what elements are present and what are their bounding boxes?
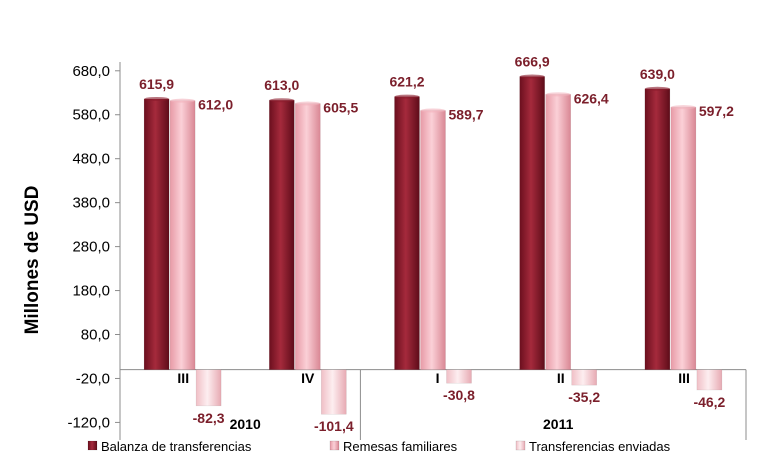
year-label: 2010	[230, 416, 261, 432]
bar-2-4	[545, 94, 571, 370]
year-labels: 2010 2011	[230, 416, 574, 432]
data-label: 597,2	[699, 103, 734, 119]
y-tick-label: 280,0	[72, 239, 110, 256]
bar-1-1	[143, 98, 170, 370]
y-tick-label: 680,0	[72, 63, 110, 80]
bar-2-2	[295, 103, 321, 370]
category-labels: III IV I II III	[177, 370, 689, 386]
bar-cap	[670, 105, 696, 110]
y-tick-label: 380,0	[72, 195, 110, 212]
bar-3-3	[446, 369, 472, 384]
legend-swatch	[515, 440, 526, 451]
bars	[143, 74, 723, 415]
y-tick-label: -120,0	[67, 414, 110, 431]
legend-label: Transferencias enviadas	[529, 439, 671, 454]
bar-cap	[519, 74, 545, 79]
category-label: I	[436, 370, 440, 386]
data-label: -101,4	[314, 418, 354, 434]
bar-cap	[420, 108, 446, 113]
data-labels: 615,9 612,0 -82,3 613,0 605,5 -101,4 621,2 589,…	[139, 54, 734, 435]
bar-cap	[144, 96, 170, 101]
data-label: 612,0	[198, 97, 233, 113]
bar-3-4	[571, 369, 597, 386]
bar-3-5	[696, 369, 723, 391]
bar-3-2	[321, 369, 347, 415]
data-label: -30,8	[443, 387, 475, 403]
bar-1-5	[644, 88, 671, 370]
legend-swatch	[87, 440, 98, 451]
data-label: 615,9	[139, 76, 174, 92]
data-label: 605,5	[323, 100, 358, 116]
bar-3-1	[195, 369, 222, 407]
data-label: -35,2	[568, 389, 600, 405]
category-label: III	[678, 370, 690, 386]
legend-label: Remesas familiares	[343, 439, 458, 454]
bar-2-1	[169, 100, 196, 370]
data-label: 621,2	[389, 74, 424, 90]
legend-swatch	[329, 440, 340, 451]
data-label: -46,2	[693, 394, 725, 410]
bar-1-4	[519, 76, 545, 370]
bar-cap	[295, 101, 321, 106]
data-label: 666,9	[515, 54, 550, 70]
y-tick-label: 80,0	[81, 327, 110, 344]
y-tick-label: 180,0	[72, 283, 110, 300]
category-label: IV	[301, 370, 315, 386]
y-tick-label: -20,0	[76, 370, 110, 387]
y-tick-labels: 680,0 580,0 480,0 380,0 280,0 180,0 80,0 -20,0 -…	[67, 63, 120, 431]
bar-cap	[545, 92, 571, 97]
data-label: 639,0	[640, 66, 675, 82]
data-label: 626,4	[574, 90, 609, 106]
y-tick-label: 480,0	[72, 151, 110, 168]
data-label: -82,3	[193, 410, 225, 426]
y-tick-label: 580,0	[72, 107, 110, 124]
data-label: 613,0	[264, 77, 299, 93]
bar-1-2	[269, 99, 295, 370]
bar-cap	[394, 94, 420, 99]
category-label: III	[177, 370, 189, 386]
legend: Balanza de transferencias Remesas familia…	[87, 439, 671, 454]
bar-cap	[644, 86, 670, 91]
bar-2-3	[420, 110, 446, 370]
bar-2-5	[670, 106, 697, 370]
bar-cap	[170, 98, 196, 103]
bar-1-3	[394, 96, 420, 370]
bar-cap	[269, 98, 295, 103]
data-label: 589,7	[449, 106, 484, 122]
year-label: 2011	[543, 416, 574, 432]
y-axis-title: Millones de USD	[22, 186, 43, 335]
legend-label: Balanza de transferencias	[101, 439, 252, 454]
category-label: II	[557, 370, 565, 386]
